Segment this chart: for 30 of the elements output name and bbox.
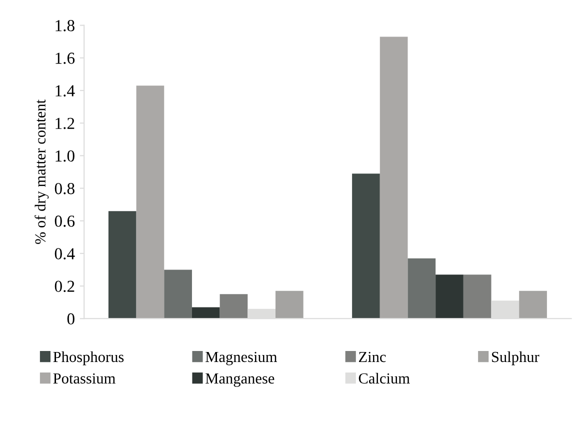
- bar: [164, 270, 192, 319]
- y-axis-title: % of dry matter content: [34, 100, 49, 244]
- legend-label: Phosphorus: [53, 351, 124, 366]
- bar: [136, 86, 164, 319]
- y-tick-label: 0.8: [54, 182, 74, 194]
- bar: [408, 258, 436, 319]
- legend-label: Potassium: [53, 373, 116, 384]
- bar: [380, 36, 408, 319]
- y-tick-label: 0.6: [54, 216, 75, 227]
- y-tick-label: 0.2: [54, 280, 74, 292]
- y-tick-label: 1.4: [56, 85, 75, 97]
- legend-label: Calcium: [358, 372, 410, 384]
- y-tick-label: 1.2: [56, 118, 74, 130]
- legend-label: Zinc: [358, 352, 386, 362]
- bar: [436, 274, 464, 319]
- y-tick-label: 0: [67, 313, 74, 325]
- bar: [352, 174, 380, 319]
- y-tick-label: 1.6: [56, 52, 75, 64]
- y-tick-label: 1.0: [56, 150, 74, 162]
- bar: [519, 290, 547, 319]
- bar: [192, 307, 220, 319]
- legend-label: Magnesium: [206, 352, 278, 366]
- bar: [220, 294, 248, 319]
- bar: [276, 290, 304, 319]
- y-tick-label: 0.4: [54, 248, 75, 260]
- bar: [108, 211, 136, 319]
- y-tick-label: 1.8: [56, 20, 74, 32]
- legend-label: Sulphur: [492, 351, 540, 366]
- bar: [463, 274, 492, 319]
- legend-label: Manganese: [206, 373, 274, 387]
